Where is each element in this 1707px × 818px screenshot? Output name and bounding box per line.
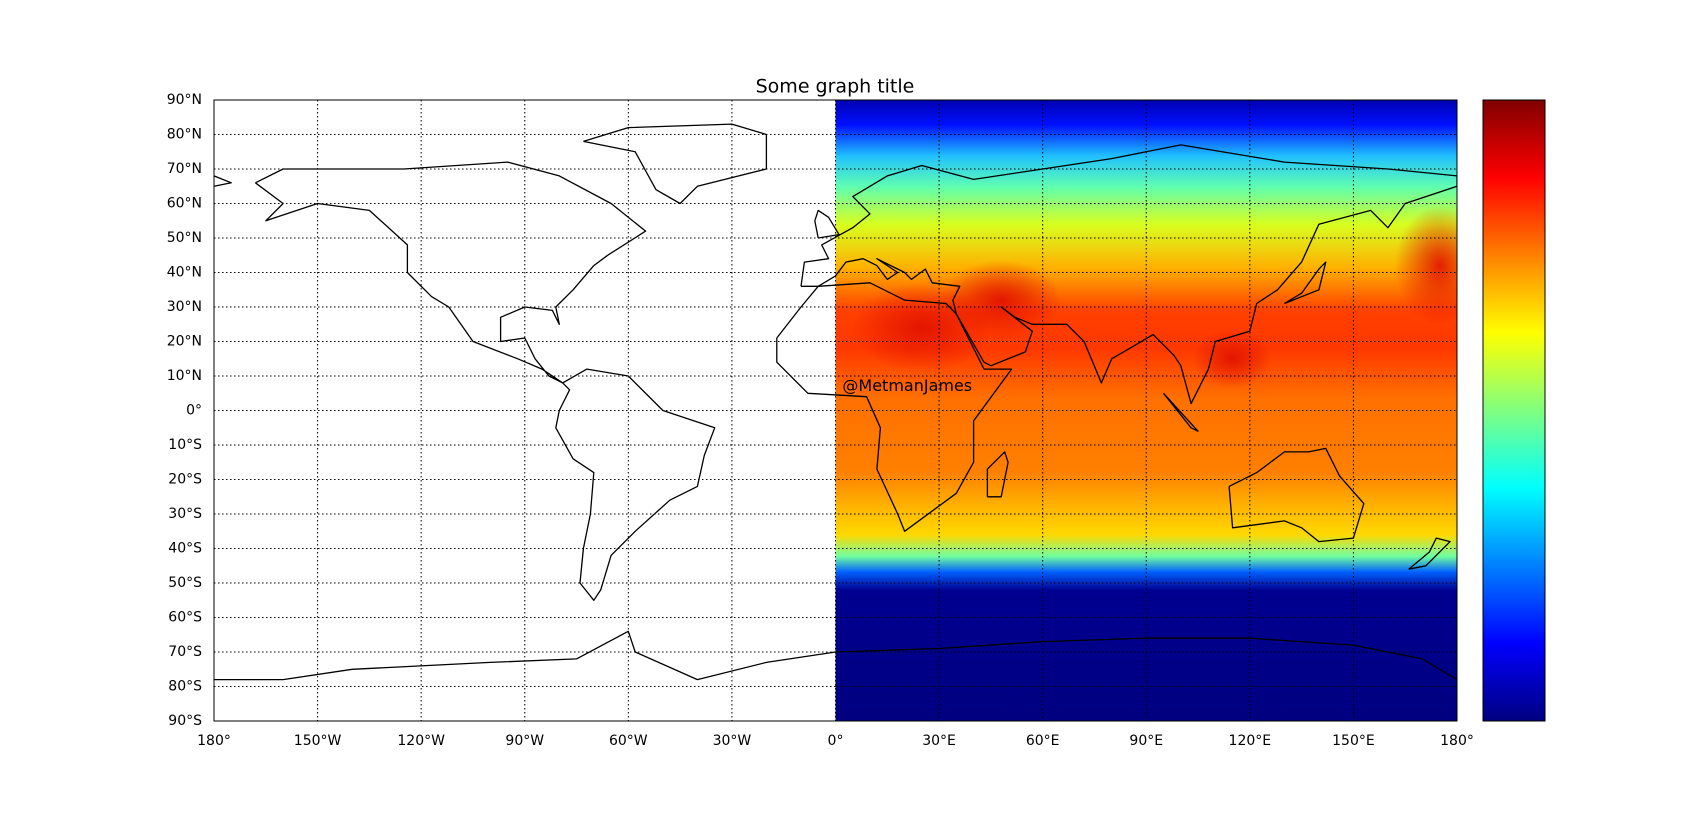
heat-blob <box>1394 205 1457 326</box>
y-tick-label: 20°S <box>168 472 202 488</box>
y-tick-label: 30°N <box>167 299 202 315</box>
coastline <box>214 175 232 187</box>
y-tick-label: 50°N <box>167 230 202 246</box>
coastline <box>255 161 647 384</box>
y-tick-label: 90°S <box>168 713 202 729</box>
y-tick-label: 30°S <box>168 506 202 522</box>
coastline <box>986 451 1009 498</box>
x-tick-label: 120°E <box>1229 733 1272 749</box>
coastline <box>800 144 1457 405</box>
y-tick-label: 10°N <box>167 368 202 384</box>
x-tick-label: 150°E <box>1332 733 1375 749</box>
heat-blob <box>1192 328 1273 389</box>
x-tick-label: 30°E <box>922 733 956 749</box>
y-tick-label: 10°S <box>168 437 202 453</box>
coastline <box>1162 392 1199 432</box>
x-tick-label: 0° <box>828 733 844 749</box>
coastline <box>1228 447 1365 543</box>
y-tick-label: 80°N <box>167 127 202 143</box>
coastline <box>1408 537 1451 570</box>
coastline <box>814 209 840 239</box>
coastline <box>214 630 1457 681</box>
y-tick-label: 60°N <box>167 196 202 212</box>
coastline <box>583 123 768 205</box>
colorbar <box>1482 99 1546 722</box>
y-tick-label: 20°N <box>167 334 202 350</box>
x-tick-label: 120°W <box>397 733 445 749</box>
map-annotation: @MetmanJames <box>842 376 972 395</box>
x-tick-label: 150°W <box>294 733 342 749</box>
x-tick-label: 60°E <box>1026 733 1060 749</box>
x-tick-label: 30°W <box>713 733 752 749</box>
y-tick-label: 80°S <box>168 679 202 695</box>
x-tick-label: 60°W <box>609 733 648 749</box>
coastline <box>776 282 1013 532</box>
x-tick-label: 180° <box>1440 733 1474 749</box>
y-tick-label: 90°N <box>167 92 202 108</box>
y-tick-label: 70°N <box>167 161 202 177</box>
x-tick-label: 180° <box>197 733 231 749</box>
y-tick-label: 60°S <box>168 610 202 626</box>
y-tick-label: 50°S <box>168 575 202 591</box>
y-tick-label: 70°S <box>168 644 202 660</box>
x-tick-label: 90°W <box>505 733 544 749</box>
y-tick-label: 40°N <box>167 265 202 281</box>
coastline <box>555 368 716 601</box>
x-tick-label: 90°E <box>1129 733 1163 749</box>
y-tick-label: 40°S <box>168 541 202 557</box>
heat-blob <box>941 260 1062 341</box>
y-tick-label: 0° <box>186 403 202 419</box>
map-title: Some graph title <box>756 76 915 98</box>
coastline <box>1284 261 1327 305</box>
